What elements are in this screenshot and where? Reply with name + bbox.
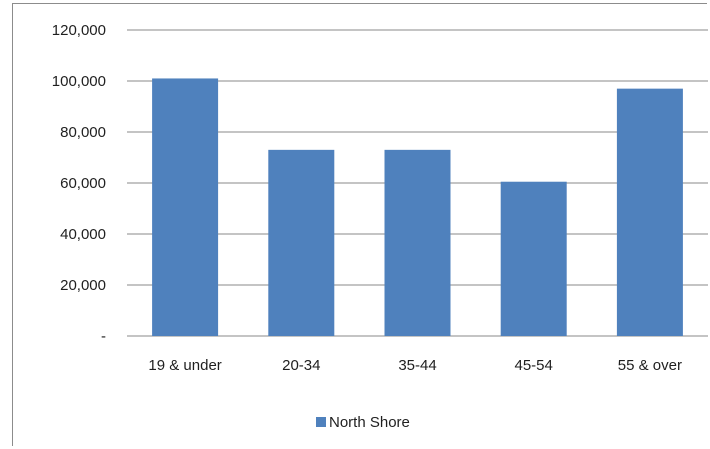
x-axis-tick-labels: 19 & under 20-34 35-44 45-54 55 & over	[148, 357, 682, 374]
x-tick-label: 55 & over	[618, 357, 682, 374]
y-tick-label: 20,000	[60, 277, 106, 294]
legend-label: North Shore	[329, 414, 410, 431]
y-tick-label: 80,000	[60, 124, 106, 141]
bar	[384, 149, 451, 336]
legend-swatch	[316, 417, 326, 427]
bar	[152, 78, 219, 336]
bar	[616, 88, 683, 337]
y-tick-label: 120,000	[52, 22, 106, 39]
y-tick-label: 100,000	[52, 73, 106, 90]
bar	[268, 149, 335, 336]
bar	[500, 181, 567, 336]
bars	[152, 78, 683, 337]
x-tick-label: 19 & under	[148, 357, 221, 374]
x-tick-label: 20-34	[282, 357, 320, 374]
y-tick-label: -	[101, 328, 106, 345]
y-tick-label: 60,000	[60, 175, 106, 192]
legend: North Shore	[316, 414, 410, 431]
x-tick-label: 45-54	[515, 357, 553, 374]
x-tick-label: 35-44	[398, 357, 436, 374]
y-axis-tick-labels: - 20,000 40,000 60,000 80,000 100,000 120,000	[52, 22, 106, 345]
y-tick-label: 40,000	[60, 226, 106, 243]
chart-frame	[12, 3, 707, 446]
